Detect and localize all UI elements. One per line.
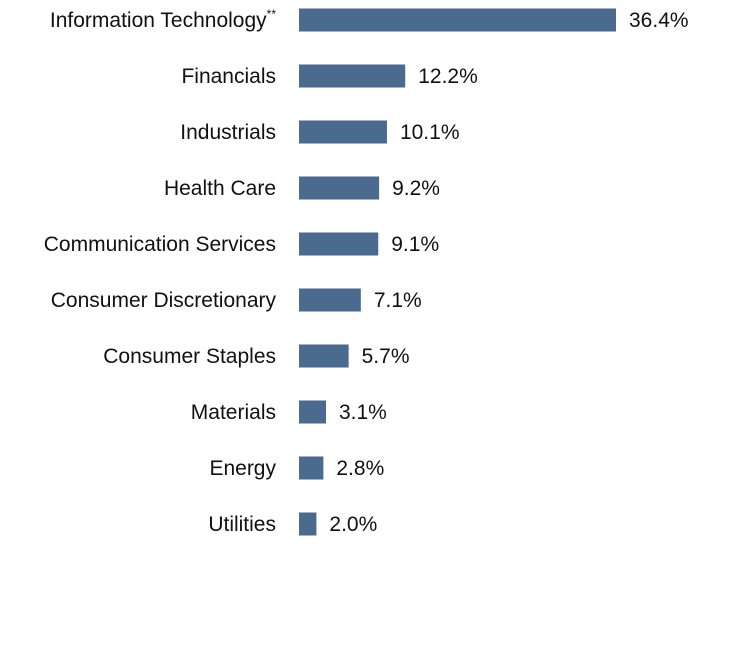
category-label: Financials: [181, 65, 276, 88]
data-label: 10.1%: [400, 121, 460, 144]
footnote-marker: **: [267, 7, 277, 21]
data-label: 2.8%: [336, 457, 384, 480]
category-label: Energy: [209, 457, 276, 480]
data-label: 36.4%: [629, 9, 689, 32]
category-label: Utilities: [208, 513, 276, 536]
bar: [299, 232, 379, 256]
category-label: Health Care: [164, 177, 276, 200]
bar: [299, 456, 324, 480]
category-label: Communication Services: [44, 233, 276, 256]
category-label: Materials: [191, 401, 276, 424]
bar: [299, 64, 406, 88]
bar: [299, 400, 326, 424]
bar: [299, 344, 349, 368]
data-label: 2.0%: [329, 513, 377, 536]
data-label: 9.2%: [392, 177, 440, 200]
category-label: Consumer Discretionary: [51, 289, 277, 312]
category-label: Consumer Staples: [103, 345, 276, 368]
data-label: 3.1%: [339, 401, 387, 424]
bar: [299, 120, 387, 144]
category-label: Industrials: [180, 121, 276, 144]
data-label: 12.2%: [418, 65, 478, 88]
category-label: Information Technology**: [50, 7, 276, 32]
data-label: 5.7%: [362, 345, 410, 368]
bar: [299, 176, 380, 200]
bar: [299, 512, 317, 536]
bar: [299, 288, 361, 312]
data-label: 9.1%: [391, 233, 439, 256]
data-label: 7.1%: [374, 289, 422, 312]
bar: [299, 8, 616, 32]
